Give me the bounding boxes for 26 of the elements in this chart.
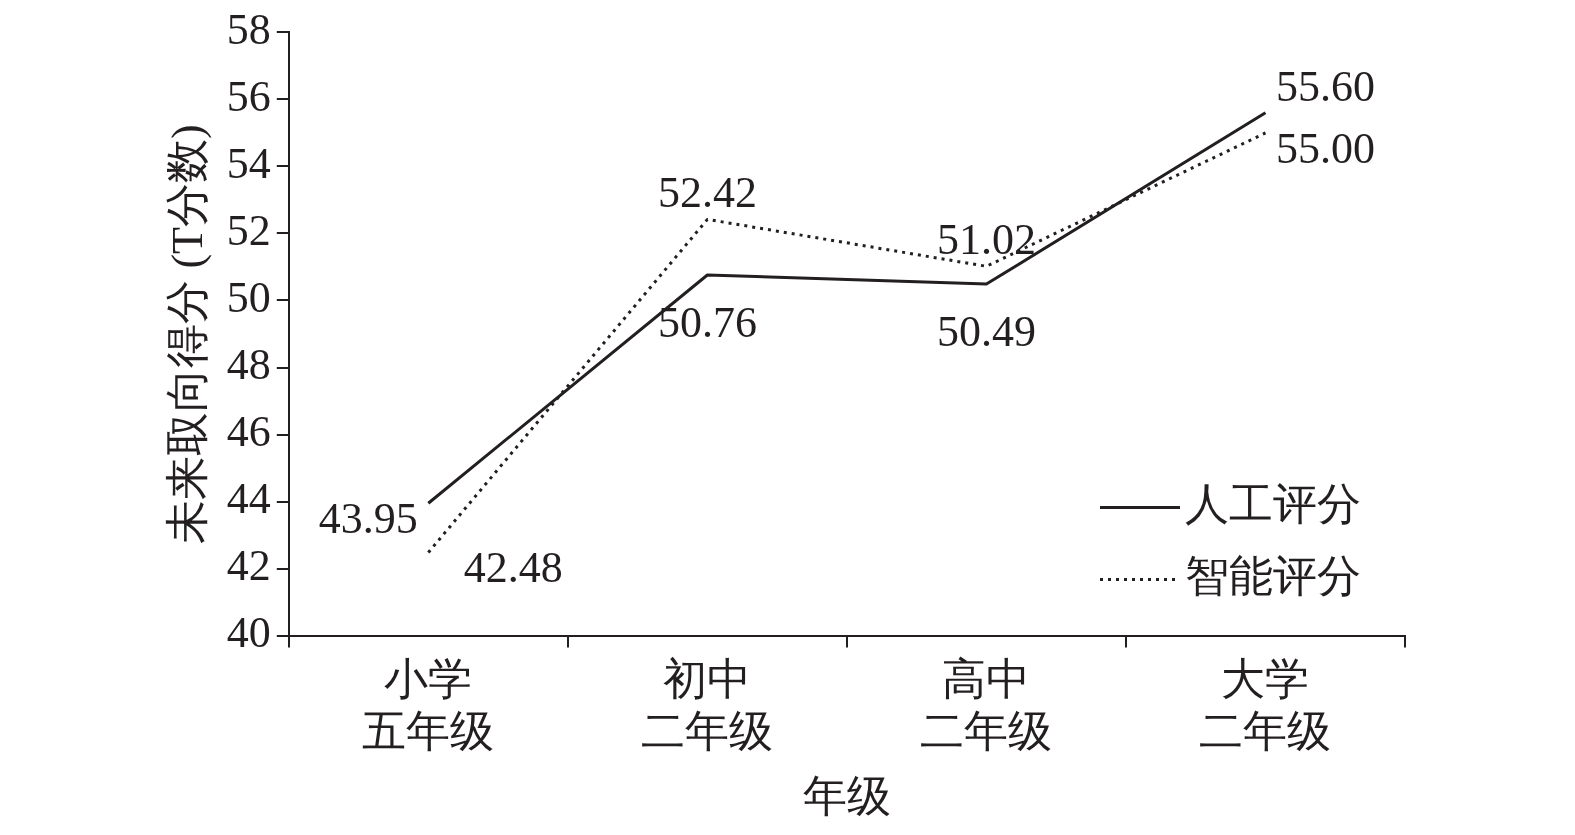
y-tick-label: 54 <box>226 139 271 189</box>
y-tick-label: 40 <box>226 608 271 658</box>
x-tick-label: 高中二年级 <box>920 654 1053 757</box>
data-label: 55.00 <box>1275 123 1375 173</box>
data-label: 42.48 <box>463 543 563 593</box>
y-tick-label: 46 <box>226 407 271 457</box>
y-tick-label: 58 <box>226 4 271 54</box>
x-tick-label: 小学五年级 <box>362 654 495 757</box>
y-tick-label: 42 <box>226 541 271 591</box>
legend-label: 智能评分 <box>1185 552 1361 602</box>
y-tick-label: 52 <box>226 206 271 256</box>
x-tick-label: 大学二年级 <box>1199 654 1332 757</box>
y-tick-label: 44 <box>226 474 271 524</box>
y-tick-label: 48 <box>226 340 271 390</box>
data-label: 51.02 <box>936 215 1036 265</box>
data-label: 50.49 <box>936 307 1036 357</box>
x-tick-label: 初中二年级 <box>641 654 774 757</box>
legend-label: 人工评分 <box>1185 480 1361 530</box>
y-axis-title: 未来取向得分 (T分数) <box>162 124 212 544</box>
x-axis-title: 年级 <box>802 772 891 822</box>
data-label: 55.60 <box>1275 61 1375 111</box>
data-label: 50.76 <box>657 298 757 348</box>
data-label: 52.42 <box>657 168 757 218</box>
data-label: 43.95 <box>318 494 418 544</box>
y-tick-label: 56 <box>226 71 271 121</box>
y-tick-label: 50 <box>226 273 271 323</box>
